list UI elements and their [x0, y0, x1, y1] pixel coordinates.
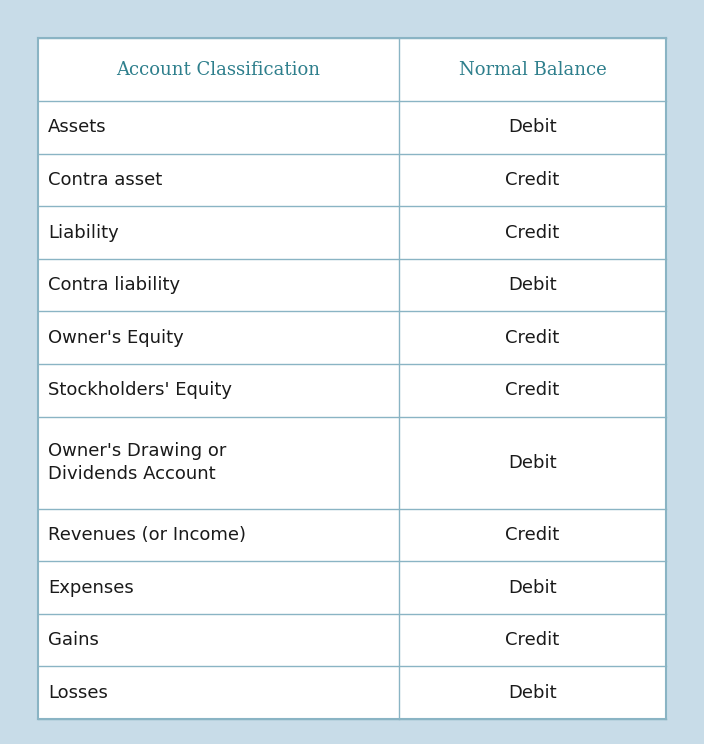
Text: Credit: Credit: [505, 171, 560, 189]
Text: Revenues (or Income): Revenues (or Income): [48, 526, 246, 544]
Text: Owner's Equity: Owner's Equity: [48, 329, 184, 347]
Text: Owner's Drawing or
Dividends Account: Owner's Drawing or Dividends Account: [48, 442, 227, 483]
Text: Gains: Gains: [48, 631, 99, 649]
Text: Assets: Assets: [48, 118, 106, 136]
Text: Normal Balance: Normal Balance: [459, 60, 606, 79]
Text: Credit: Credit: [505, 382, 560, 400]
Text: Debit: Debit: [508, 276, 557, 294]
Text: Debit: Debit: [508, 118, 557, 136]
Text: Liability: Liability: [48, 223, 119, 242]
Text: Expenses: Expenses: [48, 579, 134, 597]
Text: Credit: Credit: [505, 526, 560, 544]
Text: Losses: Losses: [48, 684, 108, 702]
Text: Contra liability: Contra liability: [48, 276, 180, 294]
Text: Credit: Credit: [505, 329, 560, 347]
Text: Contra asset: Contra asset: [48, 171, 162, 189]
Text: Debit: Debit: [508, 454, 557, 472]
Text: Stockholders' Equity: Stockholders' Equity: [48, 382, 232, 400]
Bar: [38, 38, 666, 719]
Text: Debit: Debit: [508, 684, 557, 702]
Text: Credit: Credit: [505, 223, 560, 242]
Text: Credit: Credit: [505, 631, 560, 649]
Text: Account Classification: Account Classification: [117, 60, 320, 79]
Text: Debit: Debit: [508, 579, 557, 597]
